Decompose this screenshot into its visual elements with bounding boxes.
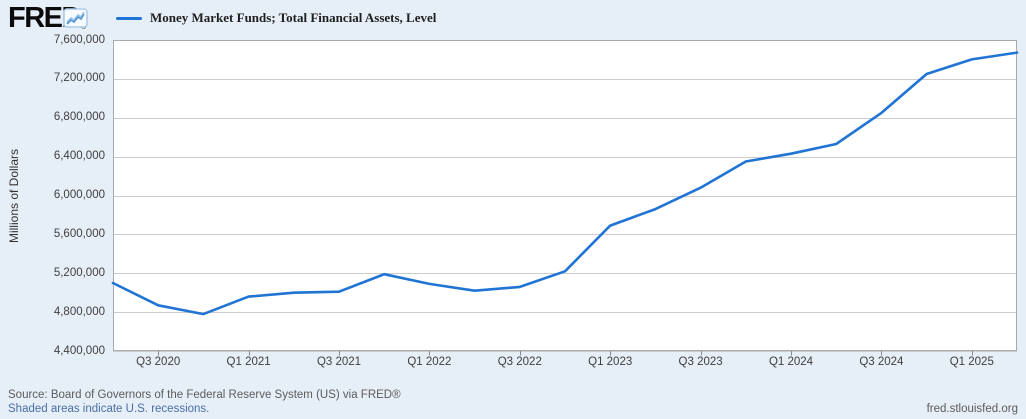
y-axis-label: 7,600,000 [53,33,105,46]
x-axis-label: Q3 2021 [316,356,362,368]
legend-line-swatch [116,16,142,20]
x-axis-label: Q1 2023 [588,356,633,368]
y-axis-label: 6,400,000 [53,150,105,163]
legend-series-label: Money Market Funds; Total Financial Asse… [150,10,437,25]
y-axis-label: 4,400,000 [53,344,105,357]
x-axis-label: Q3 2020 [136,356,181,368]
x-axis-label: Q1 2021 [226,356,271,368]
data-series-line[interactable] [111,51,1019,316]
y-axis-label: 6,000,000 [53,189,105,201]
chart-legend: Money Market Funds; Total Financial Asse… [116,10,436,26]
x-axis-label: Q1 2022 [407,356,452,368]
sparkline-chart-icon [63,8,88,28]
y-axis-label: 4,800,000 [53,305,105,318]
y-axis-label: 7,200,000 [53,72,105,85]
x-axis-label: Q3 2023 [678,356,723,368]
source-text: Source: Board of Governors of the Federa… [8,389,401,401]
y-axis-label: 5,200,000 [53,266,105,279]
plot-background [113,40,1017,351]
y-axis-label: 6,800,000 [53,111,105,124]
y-axis-label: 5,600,000 [53,227,105,240]
plot-border [113,40,1017,351]
recessions-note-link[interactable]: Shaded areas indicate U.S. recessions. [8,403,210,415]
x-axis-label: Q3 2024 [859,356,904,368]
x-axis-label: Q3 2022 [497,356,542,368]
x-axis-label: Q1 2024 [768,356,814,368]
fred-site-link[interactable]: fred.stlouisfed.org [926,403,1018,415]
header: FRED® Money Market Funds; Total Financia… [0,0,1026,36]
x-axis-label: Q1 2025 [949,356,994,368]
